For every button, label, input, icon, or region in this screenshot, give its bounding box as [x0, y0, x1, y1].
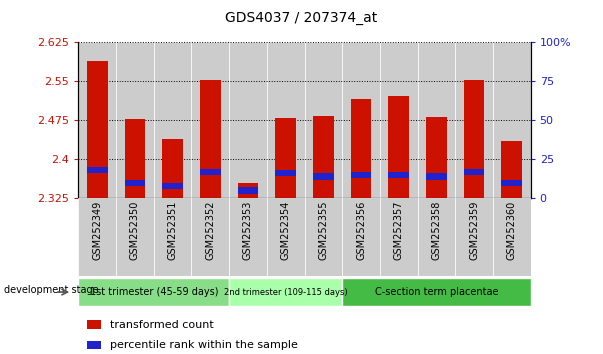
Bar [351, 172, 371, 178]
Bar [351, 98, 371, 198]
Bar [200, 169, 221, 175]
Bar [417, 42, 455, 198]
Bar [276, 170, 296, 176]
Text: GSM252353: GSM252353 [243, 201, 253, 260]
Text: transformed count: transformed count [110, 320, 214, 330]
Bar [380, 198, 417, 276]
Text: GDS4037 / 207374_at: GDS4037 / 207374_at [226, 11, 377, 25]
Bar [464, 80, 484, 198]
Bar [464, 169, 484, 175]
Bar [380, 42, 417, 198]
Text: GSM252350: GSM252350 [130, 201, 140, 260]
Bar [162, 183, 183, 189]
Bar [313, 173, 333, 179]
Bar [343, 278, 531, 306]
Bar [87, 61, 107, 198]
Bar [200, 80, 221, 198]
Bar [455, 42, 493, 198]
Text: percentile rank within the sample: percentile rank within the sample [110, 340, 298, 350]
Bar [116, 198, 154, 276]
Bar [87, 341, 101, 349]
Bar [229, 278, 343, 306]
Bar [426, 173, 447, 179]
Bar [162, 138, 183, 198]
Bar [154, 42, 192, 198]
Text: GSM252358: GSM252358 [431, 201, 441, 260]
Bar [388, 96, 409, 198]
Bar [87, 320, 101, 329]
Bar [78, 42, 116, 198]
Bar [426, 117, 447, 198]
Bar [78, 278, 229, 306]
Bar [116, 42, 154, 198]
Text: development stage: development stage [4, 285, 98, 295]
Text: GSM252360: GSM252360 [507, 201, 517, 260]
Bar [502, 141, 522, 198]
Bar [343, 42, 380, 198]
Bar [276, 118, 296, 198]
Bar [502, 179, 522, 186]
Bar [417, 198, 455, 276]
Bar [305, 198, 343, 276]
Text: GSM252355: GSM252355 [318, 201, 329, 260]
Bar [493, 198, 531, 276]
Bar [192, 42, 229, 198]
Bar [493, 42, 531, 198]
Text: GSM252357: GSM252357 [394, 201, 404, 260]
Bar [267, 42, 305, 198]
Bar [229, 42, 267, 198]
Bar [87, 167, 107, 173]
Text: GSM252356: GSM252356 [356, 201, 366, 260]
Text: 1st trimester (45-59 days): 1st trimester (45-59 days) [89, 287, 218, 297]
Text: GSM252351: GSM252351 [168, 201, 178, 260]
Bar [238, 187, 258, 194]
Text: GSM252349: GSM252349 [92, 201, 103, 260]
Bar [305, 42, 343, 198]
Text: 2nd trimester (109-115 days): 2nd trimester (109-115 days) [224, 287, 347, 297]
Bar [192, 198, 229, 276]
Text: GSM252354: GSM252354 [280, 201, 291, 260]
Bar [154, 198, 192, 276]
Bar [238, 183, 258, 198]
Bar [388, 172, 409, 178]
Bar [267, 198, 305, 276]
Bar [78, 198, 116, 276]
Bar [455, 198, 493, 276]
Text: GSM252359: GSM252359 [469, 201, 479, 260]
Bar [125, 179, 145, 186]
Text: GSM252352: GSM252352 [205, 201, 215, 260]
Bar [229, 198, 267, 276]
Bar [125, 119, 145, 198]
Text: C-section term placentae: C-section term placentae [374, 287, 498, 297]
Bar [313, 116, 333, 198]
Bar [343, 198, 380, 276]
